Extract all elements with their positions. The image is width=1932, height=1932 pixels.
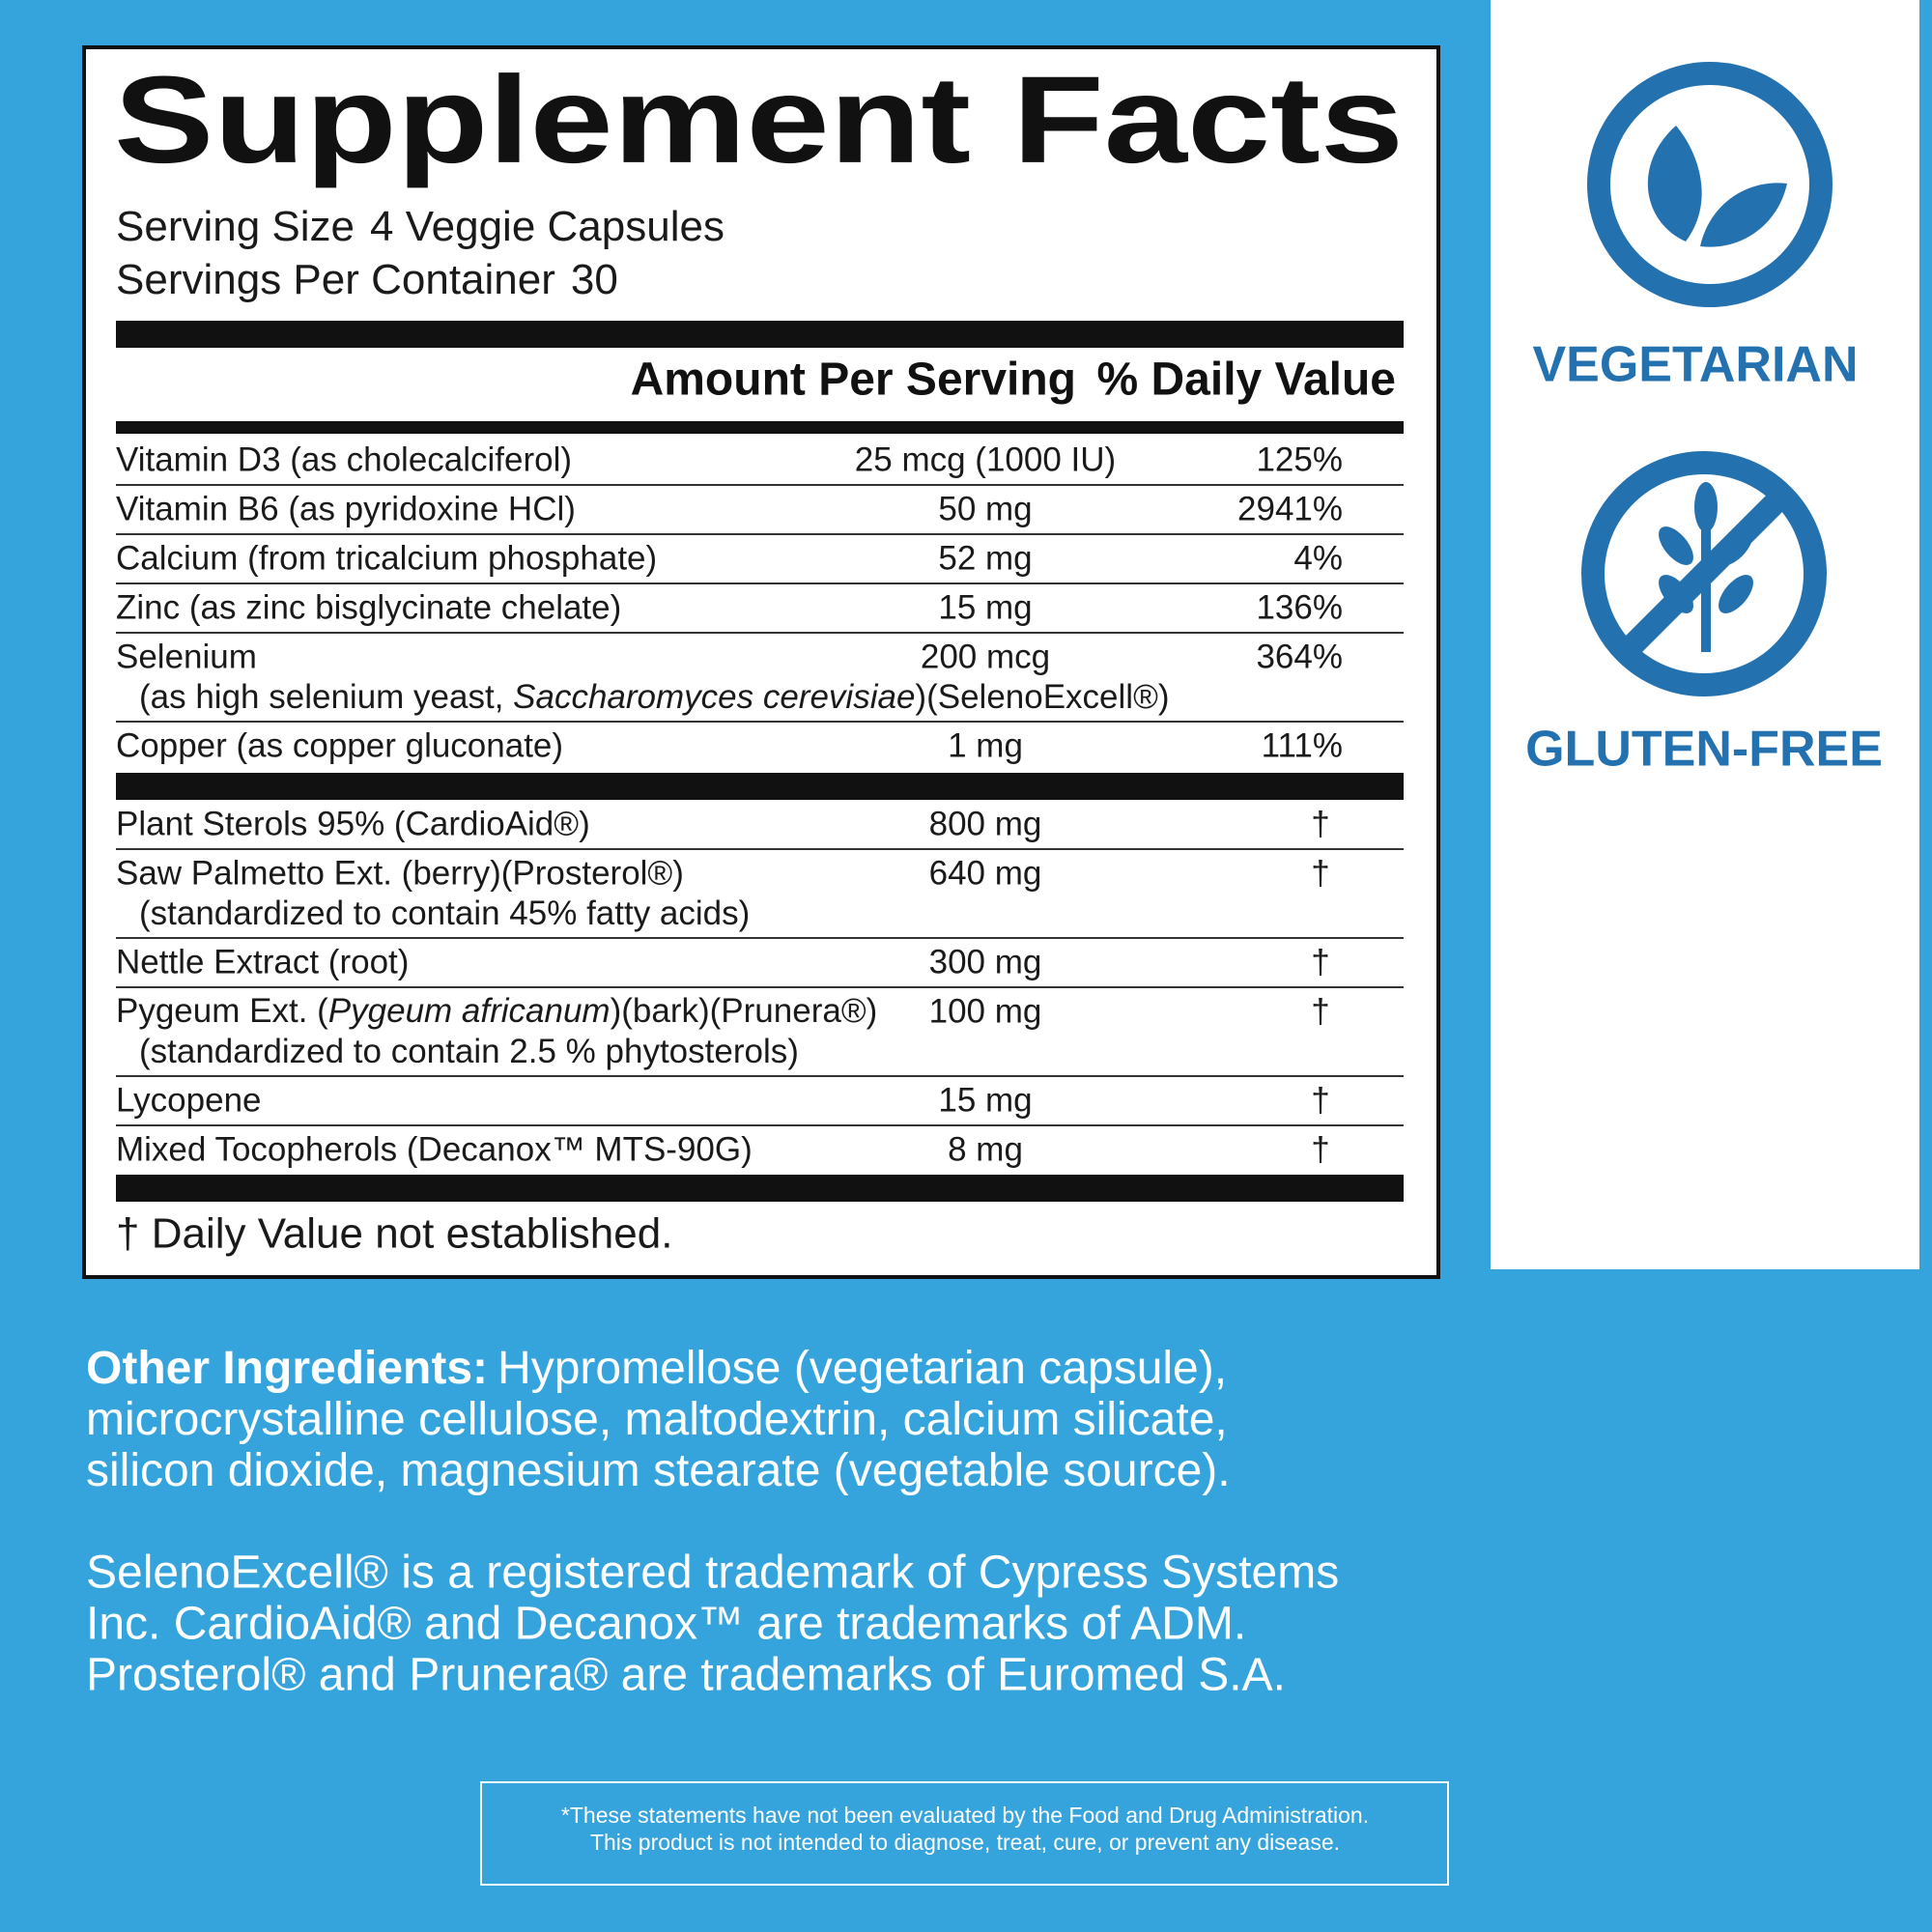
nutrient-detail-part: )(SelenoExcell®) [915, 678, 1169, 716]
nutrient-amount: 50 mg [938, 490, 1032, 527]
nutrient-amount: 200 mcg [921, 638, 1050, 675]
ingredients-text: microcrystalline cellulose, maltodextrin… [86, 1394, 1228, 1445]
badge-label: GLUTEN-FREE [1525, 722, 1883, 778]
thick-rule [116, 421, 1404, 434]
nutrient-amount: 15 mg [938, 588, 1032, 626]
ingredients-line: silicon dioxide, magnesium stearate (veg… [86, 1445, 1231, 1496]
nutrient-name-part: Pygeum africanum [328, 992, 611, 1030]
nutrient-name: Lycopene [116, 1081, 262, 1119]
nutrient-name: Zinc (as zinc bisglycinate chelate) [116, 588, 621, 626]
dv-header: % Daily Value [1097, 355, 1397, 406]
facts-title: Supplement Facts [114, 51, 1404, 189]
facts-panel [82, 45, 1440, 1279]
nutrient-detail-part: (standardized to contain 45% fatty acids… [139, 895, 750, 932]
nutrient-detail-part: (standardized to contain 2.5 % phytoster… [139, 1033, 799, 1070]
trademark-line: Prosterol® and Prunera® are trademarks o… [86, 1650, 1286, 1701]
nutrient-amount: 1 mg [948, 726, 1023, 764]
disclaimer-box [480, 1781, 1449, 1886]
nutrient-dv: † [1311, 854, 1329, 892]
nutrient-amount: 640 mg [929, 854, 1042, 892]
nutrient-dv: 136% [1256, 588, 1343, 626]
nutrient-amount: 8 mg [948, 1130, 1023, 1168]
nutrient-amount: 100 mg [929, 992, 1042, 1030]
nutrient-name: Calcium (from tricalcium phosphate) [116, 539, 657, 577]
nutrient-name: Vitamin D3 (as cholecalciferol) [116, 440, 572, 478]
nutrient-amount: 52 mg [938, 539, 1032, 577]
amount-header: Amount Per Serving [631, 355, 1076, 406]
nutrient-dv: † [1311, 992, 1329, 1030]
nutrient-dv: 364% [1256, 638, 1343, 675]
vegetarian-icon [1587, 62, 1833, 307]
nutrient-amount: 800 mg [929, 805, 1042, 842]
nutrient-dv: † [1311, 805, 1329, 842]
nutrient-name: Pygeum Ext. (Pygeum africanum)(bark)(Pru… [116, 992, 877, 1030]
nutrient-name: Selenium [116, 638, 257, 675]
nutrient-name-part: Pygeum Ext. ( [116, 992, 328, 1030]
nutrient-name: Vitamin B6 (as pyridoxine HCl) [116, 490, 576, 527]
nutrient-name: Copper (as copper gluconate) [116, 726, 563, 764]
nutrient-name: Mixed Tocopherols (Decanox™ MTS-90G) [116, 1130, 753, 1168]
servings-label: Servings Per Container [116, 256, 555, 303]
ingredients-text: silicon dioxide, magnesium stearate (veg… [86, 1445, 1231, 1496]
badge-label: VEGETARIAN [1532, 337, 1858, 393]
nutrient-dv: 2941% [1237, 490, 1343, 527]
leaf-icon [1647, 126, 1787, 247]
nutrient-dv: 125% [1256, 440, 1343, 478]
serving-size-value: 4 Veggie Capsules [370, 203, 724, 250]
wheat-icon [1659, 482, 1753, 652]
nutrient-amount: 300 mg [929, 943, 1042, 980]
nutrient-detail-part: (as high selenium yeast, [139, 678, 513, 716]
nutrient-dv: 111% [1262, 726, 1343, 764]
disclaimer-line: *These statements have not been evaluate… [561, 1803, 1369, 1828]
trademark-line: Inc. CardioAid® and Decanox™ are tradema… [86, 1599, 1246, 1650]
trademark-line: SelenoExcell® is a registered trademark … [86, 1548, 1339, 1599]
thick-rule [116, 1175, 1404, 1202]
nutrient-amount: 25 mcg (1000 IU) [855, 440, 1116, 478]
thick-rule [116, 321, 1404, 348]
thick-rule [116, 773, 1404, 800]
servings-value: 30 [571, 256, 618, 303]
ingredients-label: Other Ingredients: [86, 1343, 488, 1394]
nutrient-detail-part: Saccharomyces cerevisiae [513, 678, 915, 716]
ingredients-line: microcrystalline cellulose, maltodextrin… [86, 1394, 1228, 1445]
nutrient-amount: 15 mg [938, 1081, 1032, 1119]
serving-size-label: Serving Size [116, 203, 355, 250]
disclaimer-line: This product is not intended to diagnose… [590, 1830, 1340, 1855]
footnote: † Daily Value not established. [116, 1210, 672, 1258]
nutrient-detail: (standardized to contain 45% fatty acids… [139, 895, 750, 932]
nutrient-name: Saw Palmetto Ext. (berry)(Prosterol®) [116, 854, 684, 892]
serving-size: Serving Size 4 Veggie Capsules [116, 203, 724, 250]
nutrient-dv: † [1311, 1130, 1329, 1168]
ingredients-text: Hypromellose (vegetarian capsule), [497, 1343, 1227, 1394]
nutrient-detail: (as high selenium yeast, Saccharomyces c… [139, 678, 1170, 716]
nutrient-dv: † [1311, 943, 1329, 980]
nutrient-name: Nettle Extract (root) [116, 943, 409, 980]
ingredients-line: Other Ingredients: Hypromellose (vegetari… [86, 1343, 1227, 1394]
nutrient-detail: (standardized to contain 2.5 % phytoster… [139, 1033, 799, 1070]
nutrient-dv: 4% [1293, 539, 1343, 577]
nutrient-dv: † [1311, 1081, 1329, 1119]
servings-per-container: Servings Per Container 30 [116, 256, 618, 303]
nutrient-name-part: )(bark)(Prunera®) [611, 992, 878, 1030]
nutrient-name: Plant Sterols 95% (CardioAid®) [116, 805, 590, 842]
